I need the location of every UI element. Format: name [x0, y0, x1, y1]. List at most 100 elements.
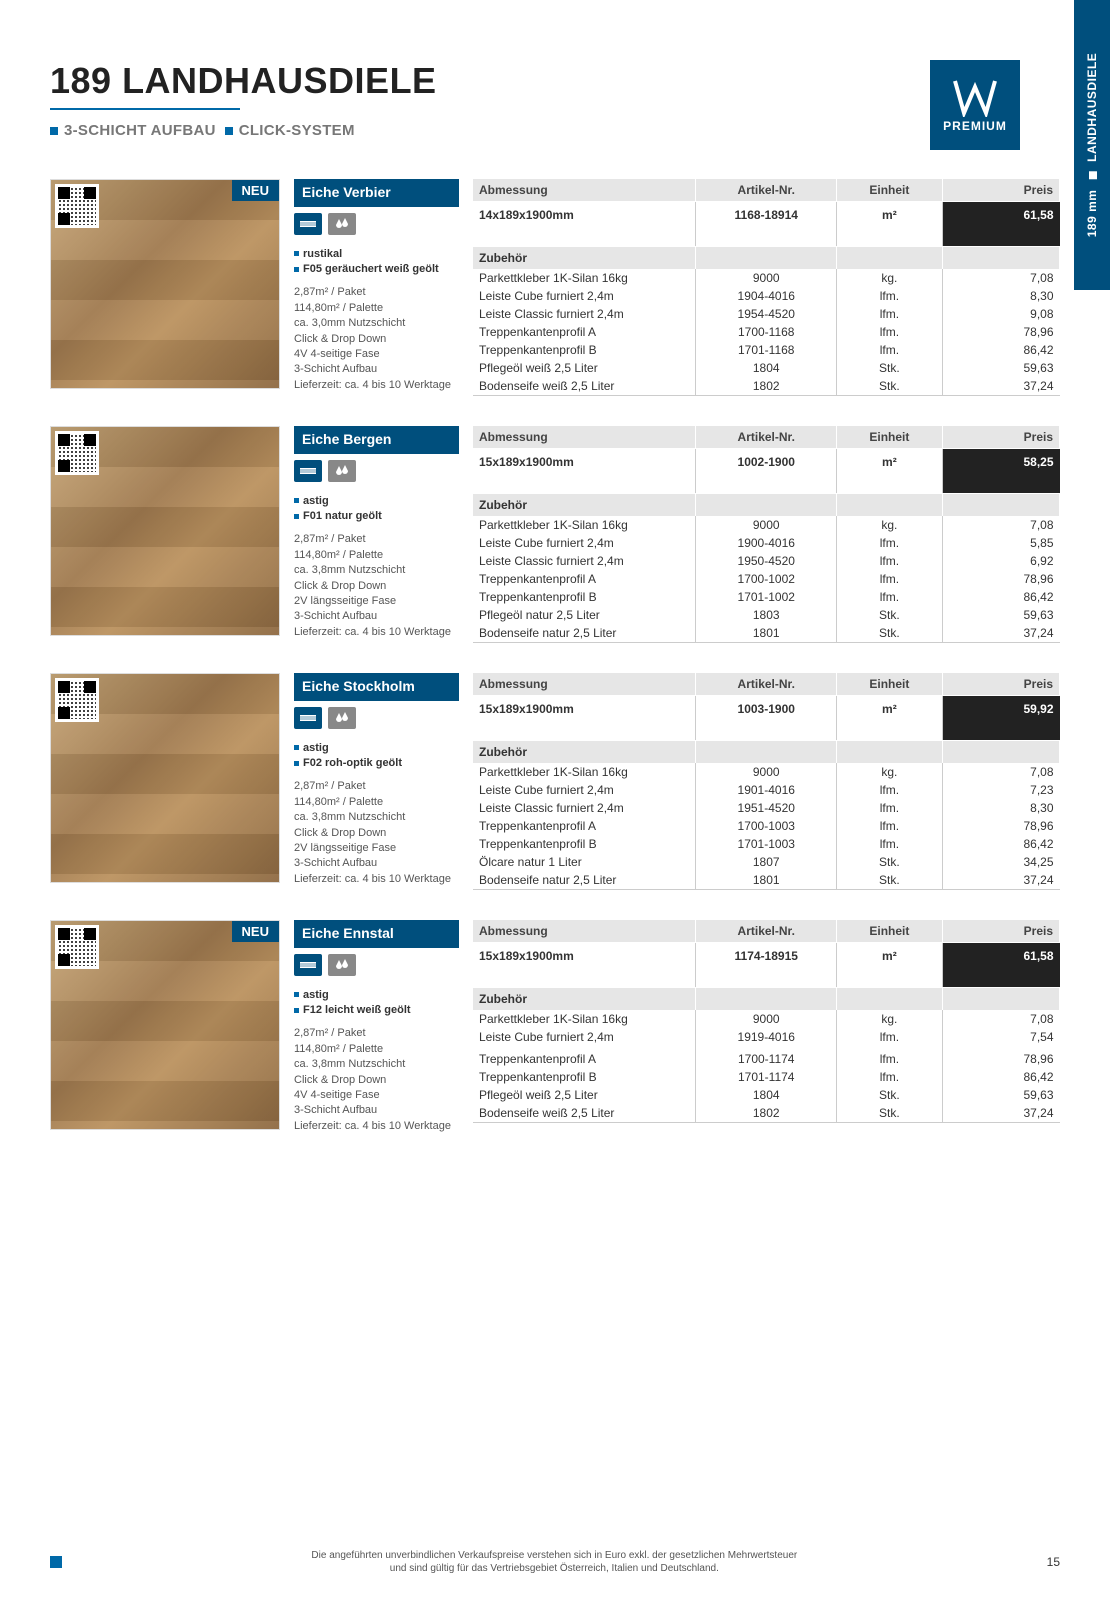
bullet: F02 roh-optik geölt — [294, 756, 459, 771]
spec-line: 3-Schicht Aufbau — [294, 362, 459, 377]
cell-art: 1174-18915 — [696, 943, 837, 988]
square-icon — [225, 127, 233, 135]
bullet: astig — [294, 741, 459, 756]
acc-ein: lfm. — [837, 1068, 943, 1086]
product-name: Eiche Ennstal — [294, 920, 459, 948]
catalog-page: 189 mm LANDHAUSDIELE 189 LANDHAUSDIELE 3… — [0, 0, 1110, 1600]
product-block: NEU Eiche Verbier rustikalF05 geräuchert w… — [50, 179, 1060, 396]
product-table: AbmessungArtikel-Nr.EinheitPreis15x189x1… — [473, 920, 1060, 1134]
acc-ein: lfm. — [837, 534, 943, 552]
accessory-row: Leiste Cube furniert 2,4m1901-4016lfm.7,… — [473, 781, 1060, 799]
cell-ein: m² — [837, 943, 943, 988]
product-table: AbmessungArtikel-Nr.EinheitPreis15x189x1… — [473, 673, 1060, 890]
acc-ein: Stk. — [837, 624, 943, 643]
accessory-row: Treppenkantenprofil B1701-1002lfm.86,42 — [473, 588, 1060, 606]
square-icon — [50, 1556, 62, 1568]
col-preis: Preis — [942, 179, 1059, 202]
acc-name: Pflegeöl weiß 2,5 Liter — [473, 359, 696, 377]
col-preis: Preis — [942, 920, 1059, 943]
acc-art: 1807 — [696, 853, 837, 871]
acc-ein: lfm. — [837, 552, 943, 570]
square-icon — [1089, 172, 1097, 180]
acc-name: Bodenseife natur 2,5 Liter — [473, 624, 696, 643]
acc-art: 9000 — [696, 763, 837, 781]
product-block: NEU Eiche Ennstal astigF12 leicht weiß geö… — [50, 920, 1060, 1134]
acc-price: 59,63 — [942, 359, 1059, 377]
sidetab-mm: 189 mm — [1085, 190, 1099, 238]
product-bullets: rustikalF05 geräuchert weiß geölt — [294, 247, 459, 278]
subtitle: 3-SCHICHT AUFBAU CLICK-SYSTEM — [50, 122, 1060, 139]
acc-price: 7,08 — [942, 763, 1059, 781]
product-icons — [294, 954, 459, 976]
acc-name: Leiste Classic furniert 2,4m — [473, 552, 696, 570]
acc-price: 8,30 — [942, 799, 1059, 817]
acc-ein: Stk. — [837, 853, 943, 871]
col-abmessung: Abmessung — [473, 179, 696, 202]
qr-code-icon — [55, 431, 99, 475]
acc-name: Leiste Cube furniert 2,4m — [473, 534, 696, 552]
spec-line: Click & Drop Down — [294, 826, 459, 841]
cell-abm: 14x189x1900mm — [473, 202, 696, 247]
accessory-row: Parkettkleber 1K-Silan 16kg9000kg.7,08 — [473, 763, 1060, 781]
product-thumbnail: NEU — [50, 920, 280, 1130]
acc-price: 8,30 — [942, 287, 1059, 305]
col-preis: Preis — [942, 673, 1059, 696]
acc-price: 78,96 — [942, 570, 1059, 588]
acc-name: Bodenseife weiß 2,5 Liter — [473, 1104, 696, 1123]
acc-name: Treppenkantenprofil B — [473, 341, 696, 359]
acc-name: Treppenkantenprofil B — [473, 835, 696, 853]
accessory-row: Treppenkantenprofil A1700-1002lfm.78,96 — [473, 570, 1060, 588]
acc-ein: lfm. — [837, 305, 943, 323]
acc-art: 1804 — [696, 359, 837, 377]
product-specs: 2,87m² / Paket114,80m² / Paletteca. 3,8m… — [294, 1026, 459, 1134]
acc-art: 1802 — [696, 1104, 837, 1123]
spec-line: ca. 3,8mm Nutzschicht — [294, 810, 459, 825]
col-artikel: Artikel-Nr. — [696, 920, 837, 943]
acc-art: 1701-1003 — [696, 835, 837, 853]
sidetab-cat: LANDHAUSDIELE — [1085, 53, 1099, 162]
table-header-row: AbmessungArtikel-Nr.EinheitPreis — [473, 179, 1060, 202]
product-info: Eiche StockholmastigF02 roh-optik geölt2… — [294, 673, 459, 890]
product-bullets: astigF12 leicht weiß geölt — [294, 988, 459, 1019]
spec-line: Click & Drop Down — [294, 1073, 459, 1088]
cell-art: 1003-1900 — [696, 696, 837, 741]
spec-line: 114,80m² / Palette — [294, 301, 459, 316]
acc-ein: kg. — [837, 763, 943, 781]
product-bullets: astigF01 natur geölt — [294, 494, 459, 525]
title-rule — [50, 108, 240, 110]
product-table: AbmessungArtikel-Nr.EinheitPreis14x189x1… — [473, 179, 1060, 396]
acc-price: 59,63 — [942, 1086, 1059, 1104]
accessory-row: Bodenseife weiß 2,5 Liter1802Stk.37,24 — [473, 377, 1060, 396]
acc-price: 37,24 — [942, 624, 1059, 643]
spec-line: Click & Drop Down — [294, 332, 459, 347]
acc-ein: Stk. — [837, 377, 943, 396]
product-icons — [294, 707, 459, 729]
acc-ein: lfm. — [837, 287, 943, 305]
acc-price: 86,42 — [942, 1068, 1059, 1086]
cell-abm: 15x189x1900mm — [473, 449, 696, 494]
acc-name: Treppenkantenprofil B — [473, 1068, 696, 1086]
product-info: Eiche Ennstal astigF12 leicht weiß geölt 2… — [294, 920, 459, 1134]
plank-icon — [294, 460, 322, 482]
accessory-row: Treppenkantenprofil B1701-1003lfm.86,42 — [473, 835, 1060, 853]
product-name: Eiche Verbier — [294, 179, 459, 207]
acc-price: 86,42 — [942, 835, 1059, 853]
acc-name: Bodenseife weiß 2,5 Liter — [473, 377, 696, 396]
product-block: Eiche StockholmastigF02 roh-optik geölt2… — [50, 673, 1060, 890]
acc-ein: lfm. — [837, 570, 943, 588]
accessory-row: Pflegeöl natur 2,5 Liter1803Stk.59,63 — [473, 606, 1060, 624]
accessory-row: Pflegeöl weiß 2,5 Liter1804Stk.59,63 — [473, 359, 1060, 377]
accessory-row: Ölcare natur 1 Liter1807Stk.34,25 — [473, 853, 1060, 871]
acc-name: Leiste Classic furniert 2,4m — [473, 305, 696, 323]
acc-art: 1700-1002 — [696, 570, 837, 588]
main-row: 14x189x1900mm1168-18914m²61,58 — [473, 202, 1060, 247]
acc-ein: kg. — [837, 1010, 943, 1028]
acc-name: Treppenkantenprofil A — [473, 570, 696, 588]
acc-price: 6,92 — [942, 552, 1059, 570]
acc-art: 1700-1003 — [696, 817, 837, 835]
product-thumbnail: NEU — [50, 179, 280, 389]
col-abmessung: Abmessung — [473, 426, 696, 449]
w-logo-icon — [953, 77, 997, 117]
bullet: astig — [294, 494, 459, 509]
brand-logo: PREMIUM — [930, 60, 1020, 150]
